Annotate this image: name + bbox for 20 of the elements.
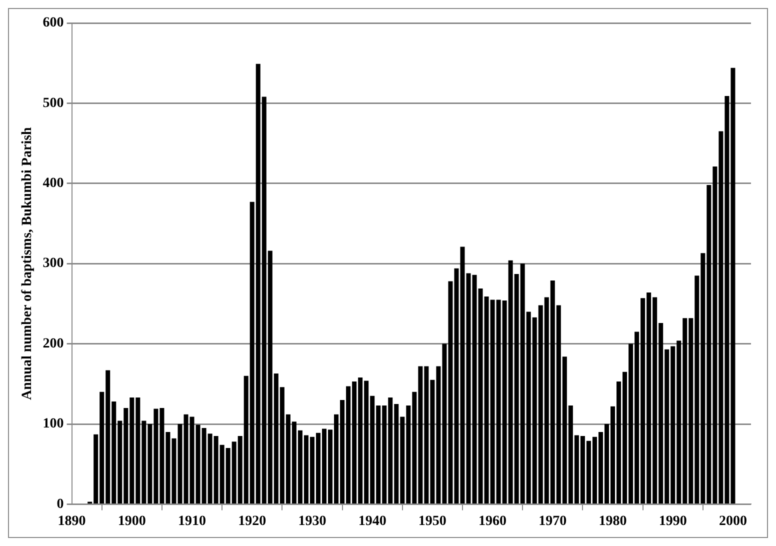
- x-tick-label: 1940: [358, 514, 386, 530]
- y-tick-label: 400: [42, 176, 64, 192]
- x-tick-label: 1950: [418, 514, 446, 530]
- x-tick-label: 1980: [598, 514, 627, 530]
- y-tick-label: 600: [42, 16, 64, 31]
- x-tick-label: 1930: [298, 514, 326, 530]
- y-tick-label: 100: [42, 416, 64, 432]
- y-tick-label: 300: [42, 256, 64, 272]
- x-tick-label: 1910: [178, 514, 206, 530]
- x-tick-label: 1920: [238, 514, 266, 530]
- x-tick-label: 2000: [718, 514, 747, 530]
- y-tick-label: 200: [42, 336, 64, 352]
- y-tick-label: 500: [42, 96, 64, 111]
- y-tick-label: 0: [56, 496, 64, 512]
- x-tick-label: 1900: [118, 514, 146, 530]
- x-tick-label: 1990: [658, 514, 687, 530]
- x-tick-label: 1970: [538, 514, 567, 530]
- x-tick-label: 1960: [478, 514, 507, 530]
- y-axis-title: Annual number of baptisms, Bukumbi Parish: [20, 126, 36, 400]
- x-tick-label: 1890: [58, 514, 86, 530]
